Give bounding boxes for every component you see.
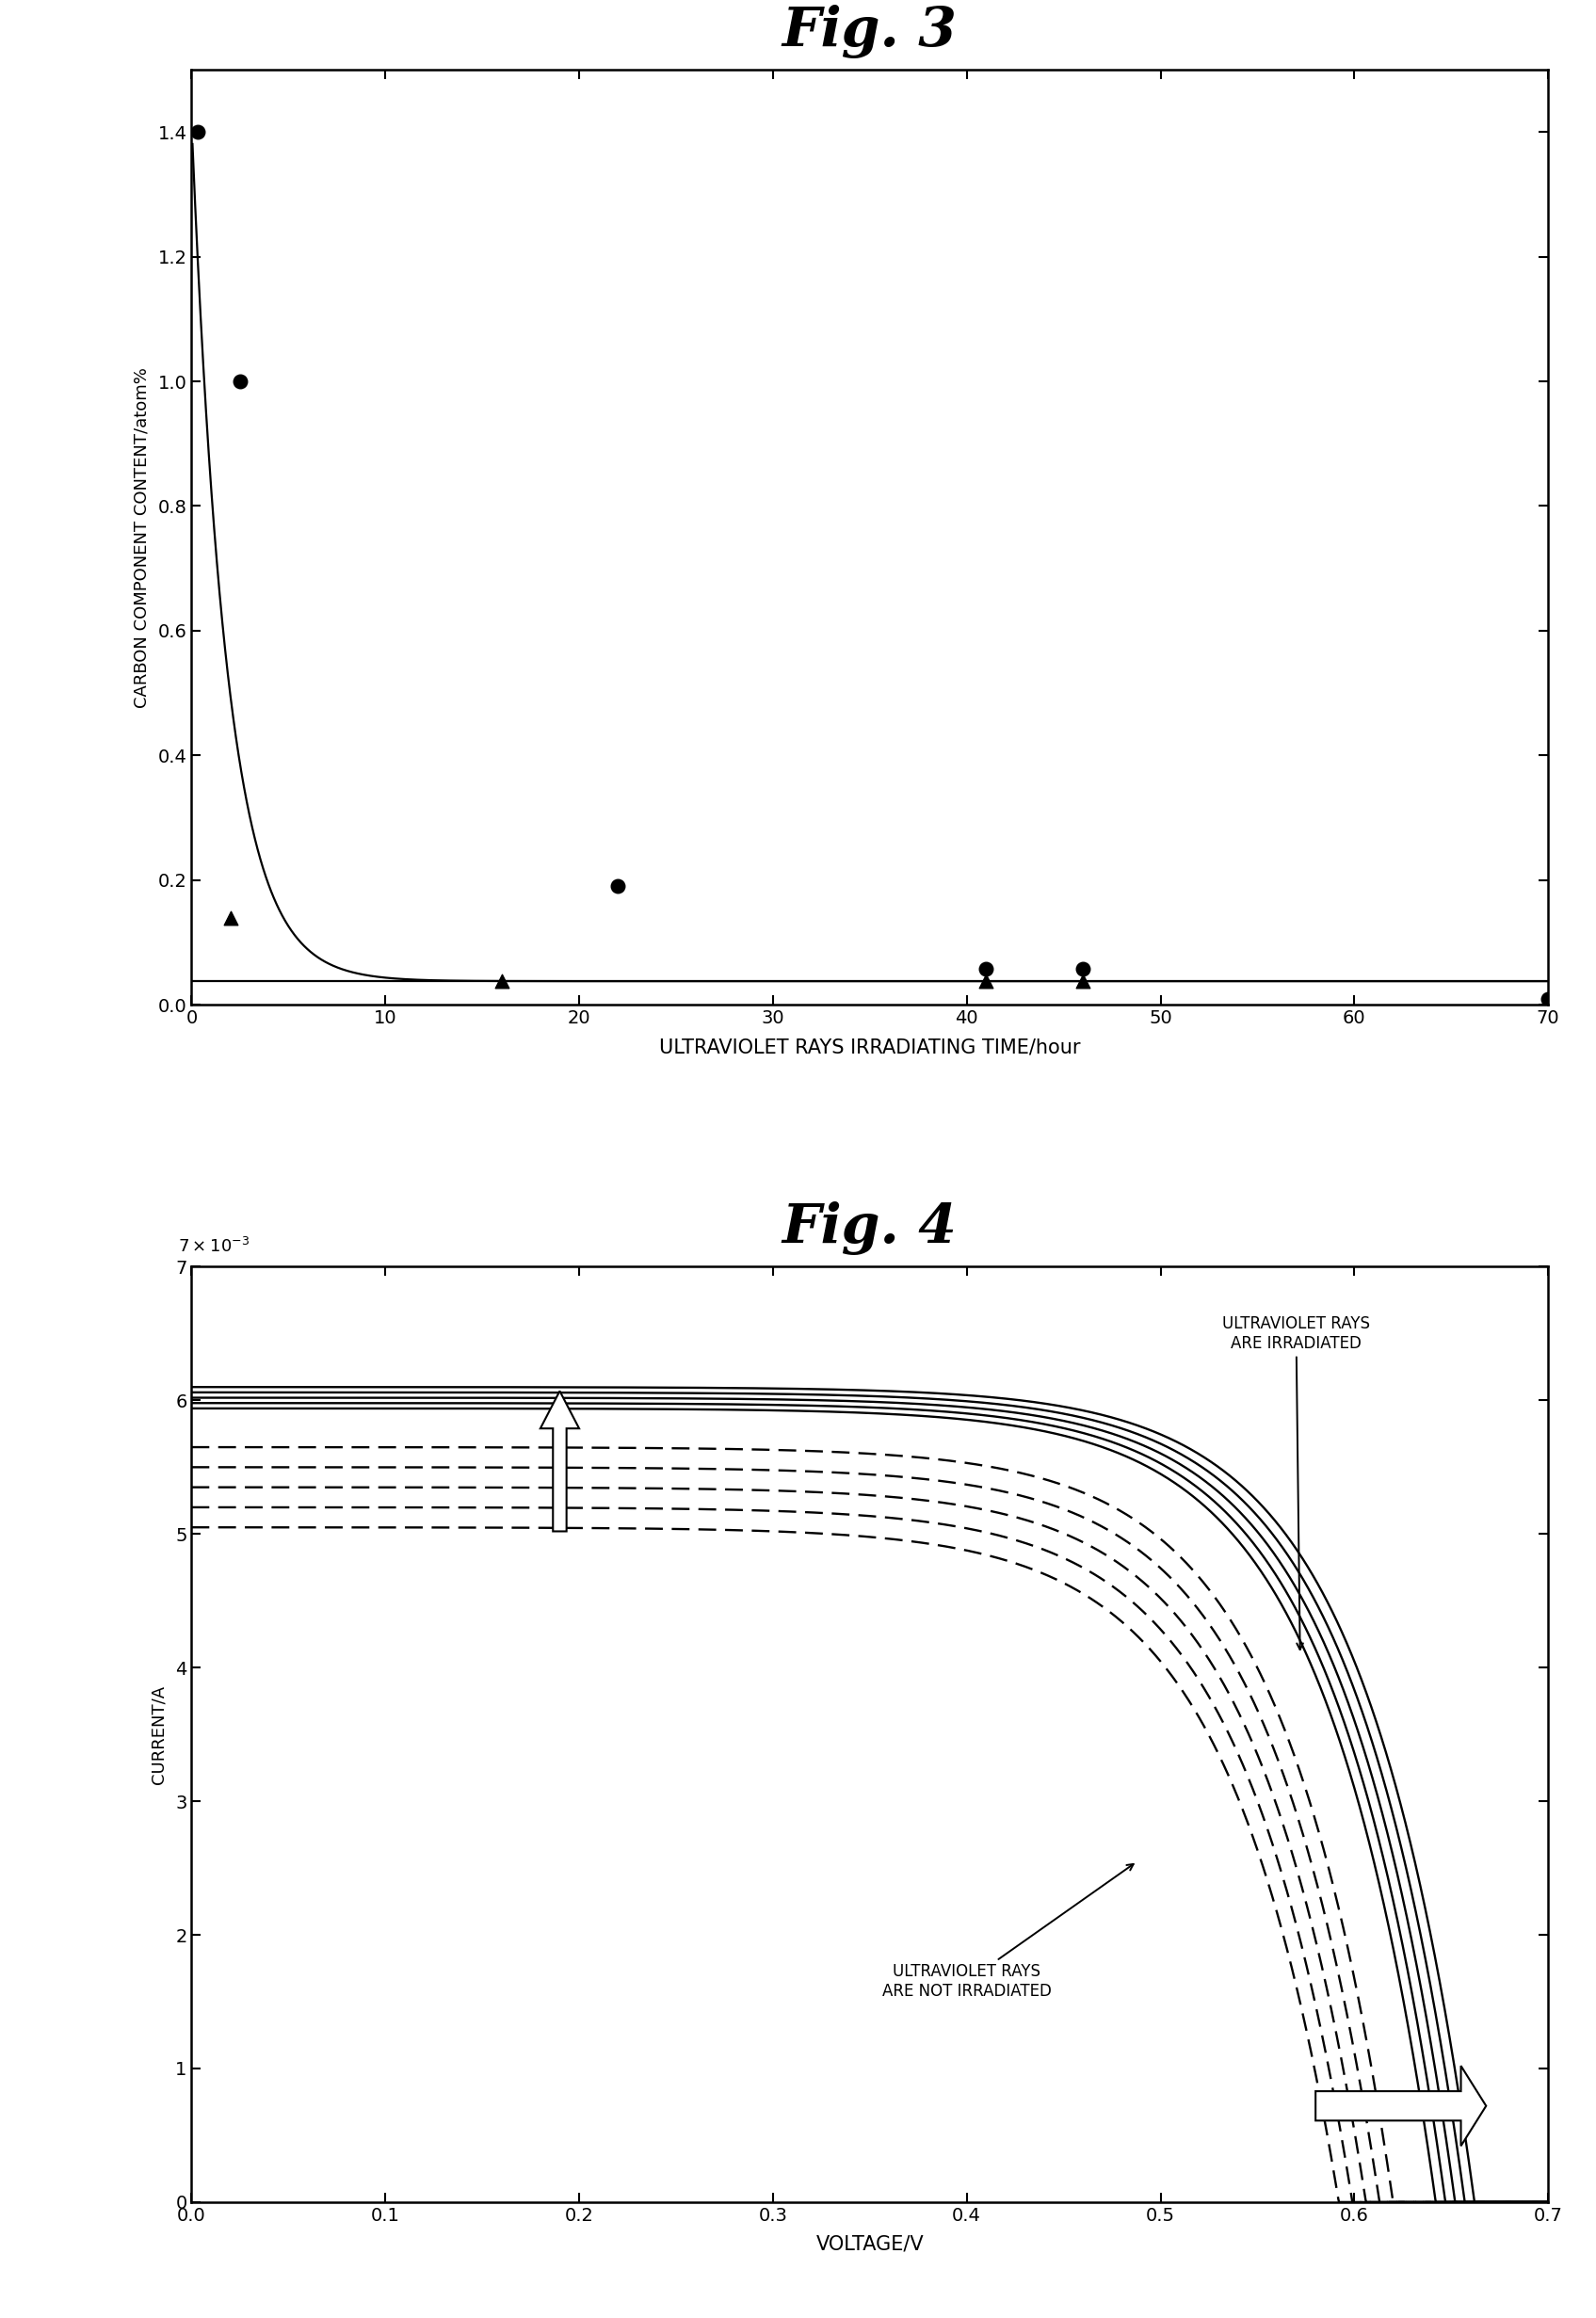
Y-axis label: CARBON COMPONENT CONTENT/atom%: CARBON COMPONENT CONTENT/atom%	[132, 366, 150, 707]
Text: ULTRAVIOLET RAYS
ARE IRRADIATED: ULTRAVIOLET RAYS ARE IRRADIATED	[1223, 1314, 1369, 1650]
Point	[1071, 950, 1096, 987]
Point	[605, 867, 630, 904]
Point	[1071, 962, 1096, 999]
Text: $7\times10^{-3}$: $7\times10^{-3}$	[179, 1235, 249, 1256]
Point	[227, 364, 252, 401]
Point	[974, 950, 999, 987]
Y-axis label: CURRENT/A: CURRENT/A	[150, 1685, 168, 1785]
Text: ULTRAVIOLET RAYS
ARE NOT IRRADIATED: ULTRAVIOLET RAYS ARE NOT IRRADIATED	[883, 1864, 1133, 2000]
Point	[217, 899, 243, 936]
Point	[185, 114, 211, 151]
Point	[1535, 981, 1561, 1018]
Point	[488, 962, 514, 999]
Point	[974, 962, 999, 999]
X-axis label: VOLTAGE/V: VOLTAGE/V	[816, 2235, 924, 2253]
Title: Fig. 3: Fig. 3	[782, 5, 958, 58]
Title: Fig. 4: Fig. 4	[782, 1201, 958, 1256]
FancyArrow shape	[1315, 2065, 1486, 2146]
X-axis label: ULTRAVIOLET RAYS IRRADIATING TIME/hour: ULTRAVIOLET RAYS IRRADIATING TIME/hour	[659, 1038, 1080, 1057]
FancyArrow shape	[541, 1391, 579, 1532]
